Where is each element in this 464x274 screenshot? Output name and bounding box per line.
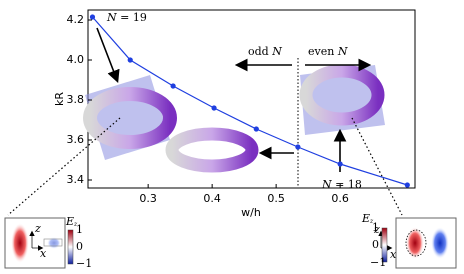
colorbar-tick: 0 [76,240,83,253]
inset-field-label: Ez [65,215,78,228]
colorbar-tick: 1 [372,221,379,234]
x-axis-label: w/h [241,206,261,219]
inset-axis-z: z [34,222,41,235]
data-point [404,182,410,188]
n-last-label: N = 18 [321,178,362,191]
data-point [295,144,301,150]
inset-axis-x: x [40,247,47,260]
even-label: even N [308,45,348,58]
mode-ring-2 [165,127,259,173]
y-tick-label: 3.8 [67,93,85,106]
y-tick-label: 3.4 [67,173,85,186]
y-axis-label: kR [53,92,66,106]
data-point [253,126,259,132]
inset-axis-x: x [390,248,397,261]
y-tick-label: 3.6 [67,133,85,146]
data-point [337,161,343,167]
inset-axis-z: z [373,223,380,236]
x-tick-label: 0.6 [331,192,349,205]
n-first-label: N = 19 [106,11,147,24]
inset-left: z x Ez 1 0 −1 [4,215,92,270]
inset-right: z x Ez 1 0 −1 [361,212,457,269]
odd-label: odd N [248,45,282,58]
colorbar-tick: 1 [76,223,83,236]
x-tick-label: 0.4 [203,192,221,205]
x-tick-label: 0.3 [139,192,157,205]
data-point [89,14,96,20]
colorbar-tick: −1 [370,256,386,269]
series-line [92,16,408,186]
data-point [170,83,176,89]
y-tick-label: 4.0 [67,53,85,66]
colorbar-tick: 0 [372,238,379,251]
arrows [7,27,403,216]
mode-ring-1 [83,75,177,160]
y-tick-label: 4.2 [67,13,85,26]
colorbar-tick: −1 [76,257,92,270]
inset-field-label: Ez [361,212,374,225]
x-tick-label: 0.5 [267,192,285,205]
mode-ring-3 [299,64,385,135]
data-point [127,57,133,63]
data-point [211,105,217,111]
